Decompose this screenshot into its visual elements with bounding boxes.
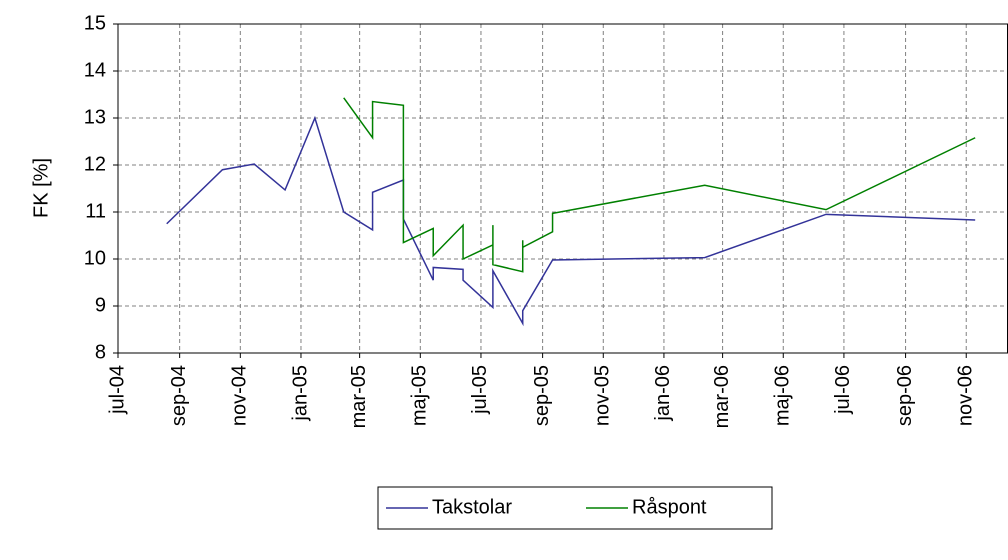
x-tick-label: jul-06 (832, 365, 854, 415)
legend-box (377, 486, 773, 530)
y-tick-label: 9 (95, 294, 106, 316)
legend-label: Råspont (632, 496, 707, 518)
x-tick-label: sep-06 (894, 365, 916, 426)
line (166, 115, 976, 327)
y-tick-label: 14 (84, 59, 106, 81)
x-tick-label: nov-04 (229, 365, 251, 426)
x-tick-label: jan-05 (289, 365, 311, 422)
x-tick-label: maj-05 (409, 365, 431, 426)
y-tick-label: 10 (84, 247, 106, 269)
y-tick-label: 12 (84, 153, 106, 175)
plot-border (117, 23, 1008, 354)
x-tick-label: jul-04 (106, 365, 128, 415)
x-tick-label: nov-05 (592, 365, 614, 426)
y-axis-label: FK [%] (30, 158, 52, 218)
x-tick-label: maj-06 (772, 365, 794, 426)
x-tick-label: nov-06 (955, 365, 977, 426)
legend-label: Takstolar (432, 496, 512, 518)
x-tick-label: jul-05 (469, 365, 491, 415)
x-tick-label: sep-05 (531, 365, 553, 426)
x-tick-label: mar-05 (348, 365, 370, 428)
x-tick-label: mar-06 (711, 365, 733, 428)
y-tick-label: 15 (84, 12, 106, 34)
x-tick-label: jan-06 (652, 365, 674, 422)
y-tick-label: 11 (85, 200, 106, 222)
y-tick-label: 8 (95, 341, 106, 363)
line (343, 97, 976, 273)
x-tick-label: sep-04 (168, 365, 190, 426)
y-tick-label: 13 (84, 106, 106, 128)
